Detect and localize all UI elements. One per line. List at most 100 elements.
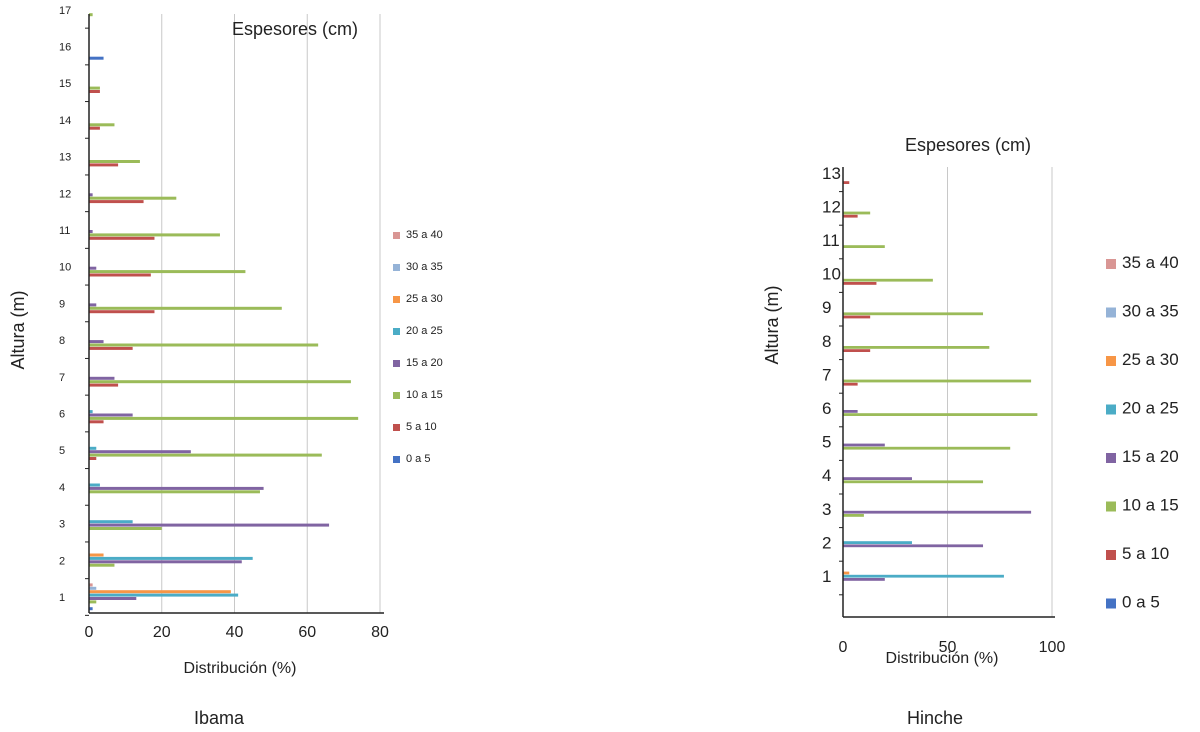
hinche-bar-15-a-20-h3 — [843, 510, 1032, 514]
ibama-bar-15-a-20-h3 — [89, 523, 330, 527]
hinche-legend-label-5-a-10: 5 a 10 — [1122, 544, 1169, 563]
ibama-legend-swatch-10-a-15 — [393, 392, 400, 399]
hinche-y-tick-1: 1 — [822, 567, 831, 586]
ibama-bar-10-a-15-h1 — [89, 600, 97, 604]
ibama-bar-10-a-15-h7 — [89, 380, 351, 384]
ibama-bar-10-a-15-h10 — [89, 270, 246, 274]
ibama-bar-5-a-10-h11 — [89, 236, 155, 240]
hinche-y-tick-5: 5 — [822, 433, 831, 452]
ibama-bar-10-a-15-h5 — [89, 453, 322, 457]
hinche-legend-label-25-a-30: 25 a 30 — [1122, 350, 1179, 369]
ibama-chart-title: Espesores (cm) — [232, 19, 358, 39]
ibama-bar-15-a-20-h6 — [89, 413, 133, 417]
ibama-bar-5-a-10-h14 — [89, 126, 100, 130]
ibama-legend-swatch-5-a-10 — [393, 424, 400, 431]
ibama-bar-5-a-10-h13 — [89, 163, 119, 167]
ibama-legend-label-35-a-40: 35 a 40 — [406, 229, 443, 241]
hinche-x-tick-0: 0 — [839, 639, 848, 656]
hinche-y-tick-6: 6 — [822, 399, 831, 418]
ibama-bar-20-a-25-h5 — [89, 446, 97, 450]
ibama-legend-label-0-a-5: 0 a 5 — [406, 453, 430, 465]
ibama-bar-5-a-10-h10 — [89, 273, 151, 277]
hinche-y-tick-2: 2 — [822, 533, 831, 552]
hinche-bar-10-a-15-h9 — [843, 312, 984, 316]
ibama-caption: Ibama — [194, 708, 245, 728]
hinche-bar-10-a-15-h3 — [843, 514, 864, 517]
ibama-bar-20-a-25-h4 — [89, 483, 100, 487]
ibama-bar-5-a-10-h12 — [89, 200, 144, 204]
hinche-bar-15-a-20-h5 — [843, 443, 885, 447]
hinche-bar-10-a-15-h6 — [843, 413, 1038, 416]
ibama-legend-label-20-a-25: 20 a 25 — [406, 325, 443, 337]
ibama-bar-5-a-10-h5 — [89, 457, 97, 460]
ibama-bar-15-a-20-h1 — [89, 597, 137, 600]
hinche-bar-10-a-15-h10 — [843, 278, 933, 282]
hinche-y-tick-8: 8 — [822, 332, 831, 351]
ibama-x-tick-20: 20 — [153, 624, 171, 641]
hinche-bar-5-a-10-h13 — [843, 181, 850, 184]
hinche-bar-10-a-15-h4 — [843, 480, 984, 484]
ibama-y-tick-17: 17 — [59, 5, 71, 17]
hinche-legend-swatch-15-a-20 — [1106, 453, 1116, 463]
ibama-bar-10-a-15-h6 — [89, 416, 359, 420]
ibama-y-tick-2: 2 — [59, 555, 65, 567]
ibama-legend-label-15-a-20: 15 a 20 — [406, 357, 443, 369]
ibama-bar-15-a-20-h10 — [89, 266, 97, 270]
ibama-bars — [89, 13, 359, 611]
hinche-gridlines — [947, 167, 1053, 617]
hinche-chart-title: Espesores (cm) — [905, 135, 1031, 155]
hinche-legend-label-20-a-25: 20 a 25 — [1122, 399, 1179, 418]
ibama-bar-10-a-15-h14 — [89, 123, 115, 127]
hinche-bar-25-a-30-h1 — [843, 571, 850, 575]
ibama-y-tick-8: 8 — [59, 335, 65, 347]
ibama-x-tick-80: 80 — [371, 624, 389, 641]
hinche-legend-swatch-10-a-15 — [1106, 501, 1116, 512]
ibama-bar-15-a-20-h8 — [89, 340, 104, 344]
hinche-y-tick-13: 13 — [822, 164, 841, 183]
ibama-y-tick-13: 13 — [59, 152, 71, 164]
ibama-legend-label-25-a-30: 25 a 30 — [406, 293, 443, 305]
hinche-y-axis-label: Altura (m) — [762, 285, 782, 364]
ibama-legend-swatch-35-a-40 — [393, 232, 400, 239]
hinche-bar-20-a-25-h2 — [843, 541, 912, 544]
ibama-bar-5-a-10-h9 — [89, 310, 155, 314]
ibama-y-tick-1: 1 — [59, 592, 65, 604]
ibama-legend: 35 a 40 30 a 35 25 a 30 20 a 25 15 a 20 10 a … — [393, 229, 443, 465]
ibama-bar-20-a-25-h1 — [89, 593, 239, 597]
hinche-bar-15-a-20-h4 — [843, 477, 912, 480]
hinche-x-tick-50: 50 — [939, 639, 957, 656]
hinche-caption: Hinche — [907, 708, 963, 728]
ibama-y-tick-11: 11 — [59, 225, 70, 237]
hinche-bar-10-a-15-h8 — [843, 346, 990, 349]
ibama-bar-10-a-15-h17 — [89, 13, 93, 17]
hinche-bar-15-a-20-h2 — [843, 544, 984, 548]
ibama-bar-10-a-15-h12 — [89, 196, 177, 200]
hinche-y-tick-10: 10 — [822, 265, 841, 284]
hinche-y-tick-4: 4 — [822, 466, 831, 485]
ibama-bar-10-a-15-h3 — [89, 527, 162, 530]
hinche-legend-label-35-a-40: 35 a 40 — [1122, 253, 1179, 272]
ibama-bar-15-a-20-h11 — [89, 230, 93, 233]
hinche-bar-15-a-20-h6 — [843, 410, 858, 413]
ibama-legend-swatch-15-a-20 — [393, 360, 400, 367]
hinche-legend-label-15-a-20: 15 a 20 — [1122, 447, 1179, 466]
ibama-y-tick-15: 15 — [59, 78, 71, 90]
ibama-y-tick-4: 4 — [59, 482, 65, 494]
ibama-bar-5-a-10-h6 — [89, 420, 104, 424]
hinche-x-tick-100: 100 — [1039, 639, 1066, 656]
ibama-bar-30-a-35-h1 — [89, 586, 97, 590]
ibama-bar-10-a-15-h11 — [89, 233, 220, 237]
ibama-bar-35-a-40-h1 — [89, 583, 93, 587]
ibama-legend-label-5-a-10: 5 a 10 — [406, 421, 437, 433]
hinche-legend-swatch-30-a-35 — [1106, 307, 1116, 318]
ibama-y-tick-10: 10 — [59, 262, 71, 274]
hinche-y-tick-12: 12 — [822, 197, 841, 216]
hinche-bar-20-a-25-h1 — [843, 574, 1004, 578]
hinche-legend-label-0-a-5: 0 a 5 — [1122, 593, 1160, 612]
hinche-x-ticks: 0 50 100 — [839, 639, 1066, 656]
ibama-bar-20-a-25-h2 — [89, 556, 253, 560]
